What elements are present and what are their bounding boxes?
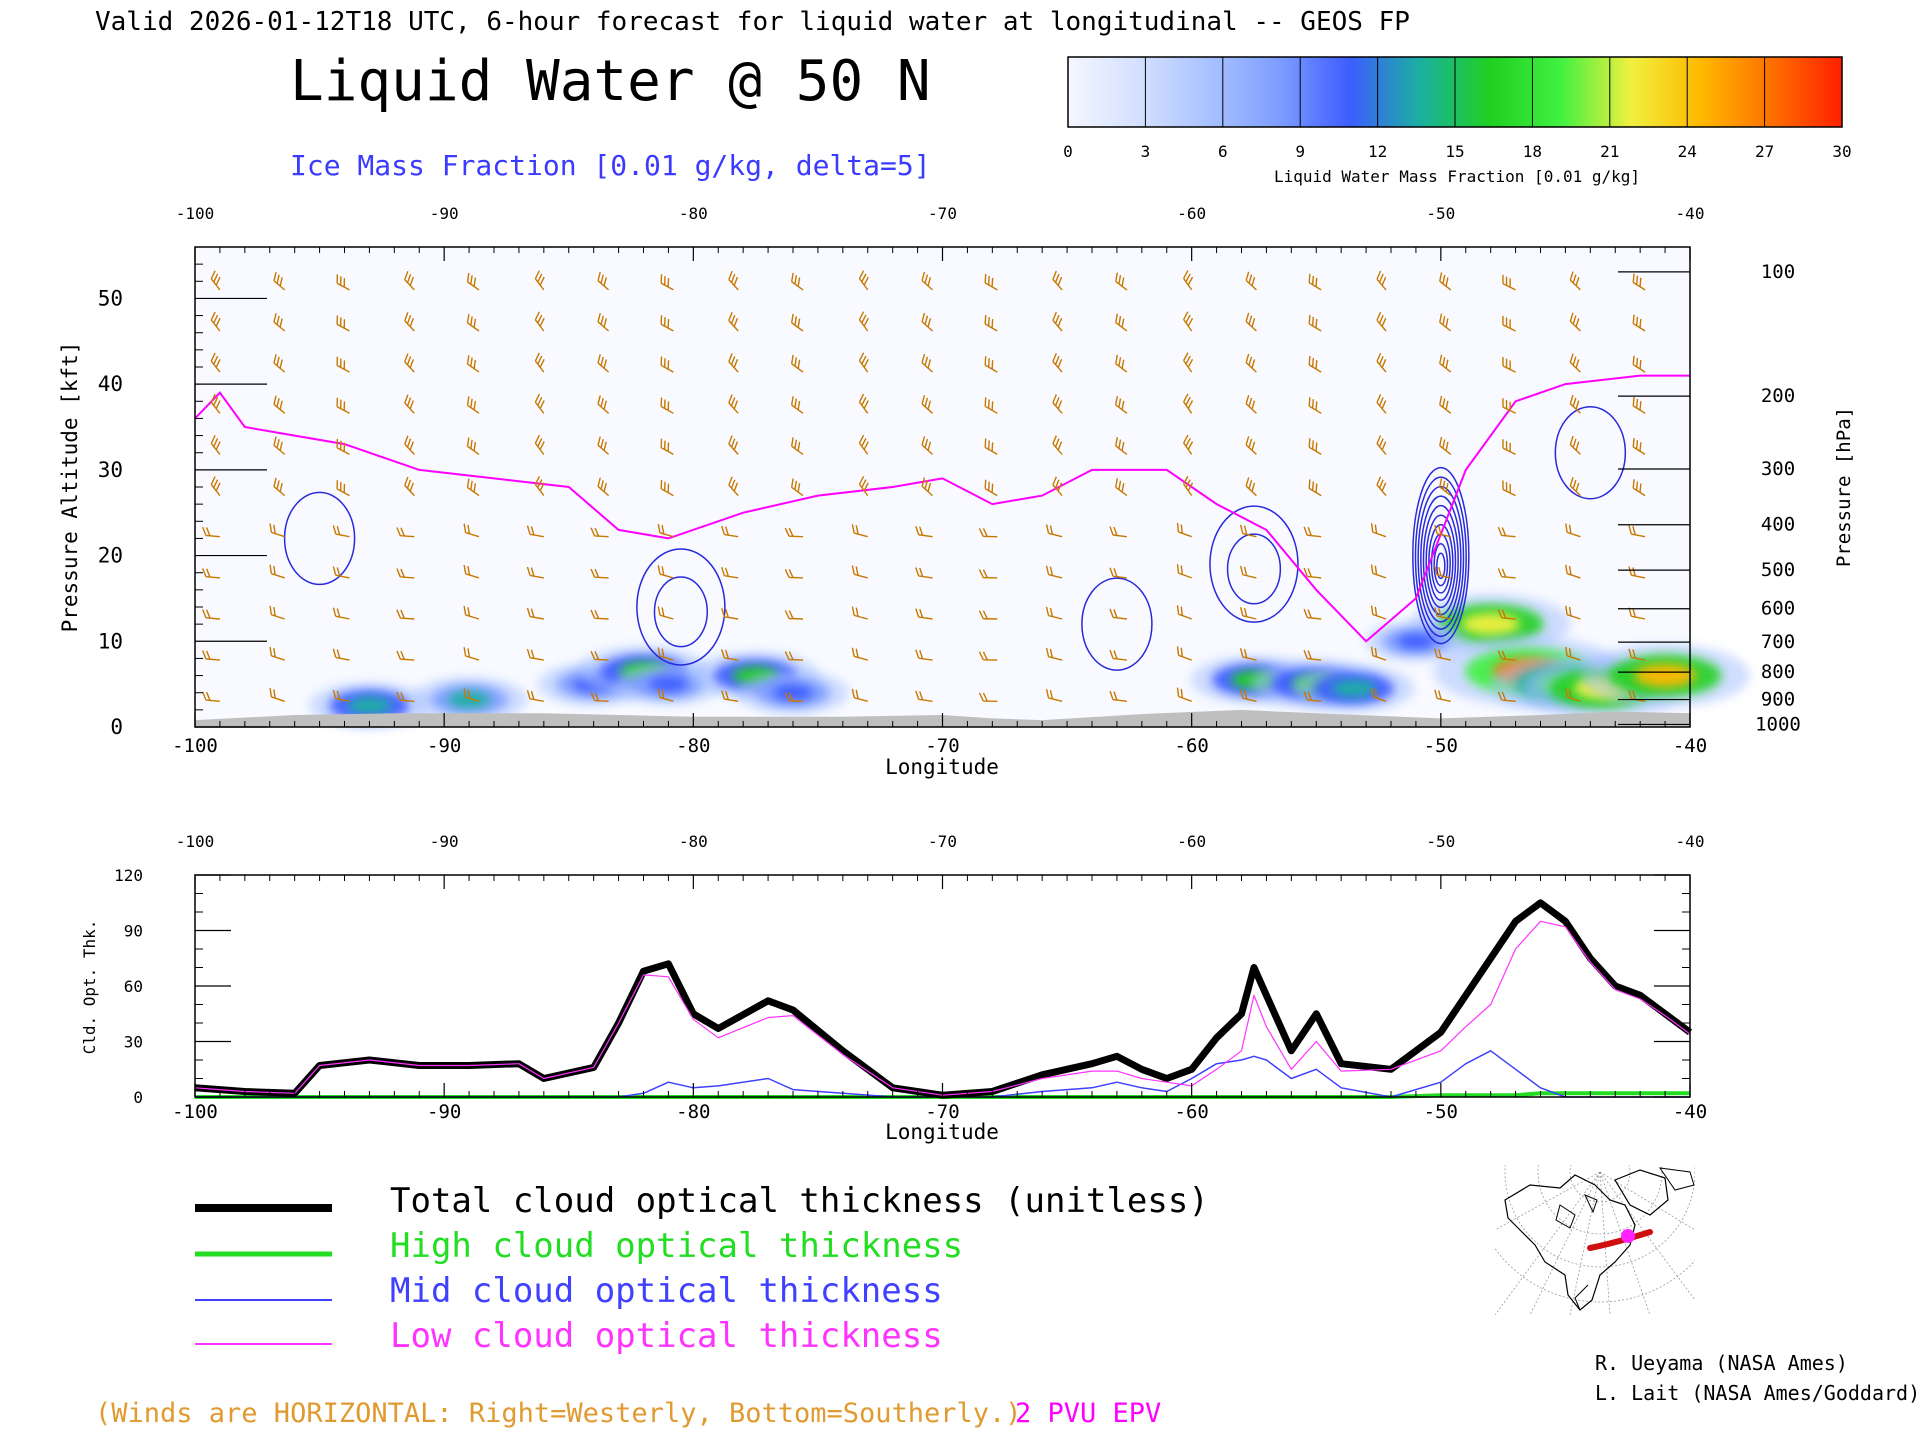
- page-title: Liquid Water @ 50 N: [290, 49, 931, 114]
- x-tick-label-top: -100: [176, 832, 215, 851]
- x-tick-label: -90: [427, 1101, 461, 1123]
- pressure-tick-label: 900: [1761, 689, 1795, 711]
- pressure-tick-label: 600: [1761, 598, 1795, 620]
- x-tick-label: -80: [676, 735, 710, 757]
- credit-line-1: R. Ueyama (NASA Ames): [1595, 1351, 1848, 1375]
- wind-barb-staff: [400, 659, 414, 660]
- colorbar-tick-label: 30: [1832, 142, 1851, 161]
- pressure-tick-label: 200: [1761, 385, 1795, 407]
- winds-note: (Winds are HORIZONTAL: Right=Westerly, B…: [95, 1398, 1022, 1429]
- colorbar-tick-label: 21: [1600, 142, 1619, 161]
- pressure-tick-label: 500: [1761, 559, 1795, 581]
- pressure-tick-label: 1000: [1755, 713, 1801, 735]
- section-track: [1590, 1232, 1650, 1248]
- top-ylabel-right: Pressure [hPa]: [1833, 407, 1855, 567]
- liquid-water-core: [649, 676, 688, 691]
- x-tick-label-top: -60: [1177, 204, 1206, 223]
- colorbar: 0 3 6 9 12 15 18 21 24 27 30: [1063, 57, 1851, 161]
- colorbar-tick-label: 15: [1445, 142, 1464, 161]
- bottom-xlabel: Longitude: [885, 1120, 999, 1144]
- y-tick-label: 20: [98, 544, 123, 568]
- y-tick-label: 30: [98, 458, 123, 482]
- x-tick-label: -40: [1673, 735, 1707, 757]
- x-tick-label: -60: [1175, 735, 1209, 757]
- liquid-water-core: [773, 685, 814, 701]
- colorbar-tick-label: 0: [1063, 142, 1073, 161]
- y-tick-label: 60: [124, 977, 143, 996]
- x-tick-label: -40: [1673, 1101, 1707, 1123]
- pressure-tick-label: 100: [1761, 261, 1795, 283]
- colorbar-label: Liquid Water Mass Fraction [0.01 g/kg]: [1274, 167, 1640, 186]
- x-tick-label-top: -90: [430, 204, 459, 223]
- x-tick-label-top: -100: [176, 204, 215, 223]
- colorbar-tick-label: 27: [1755, 142, 1774, 161]
- x-tick-label-top: -50: [1426, 832, 1455, 851]
- legend-label-total: Total cloud optical thickness (unitless): [390, 1181, 1209, 1221]
- x-tick-label: -50: [1424, 1101, 1458, 1123]
- y-tick-label: 0: [133, 1088, 143, 1107]
- wind-barb-staff: [400, 700, 414, 701]
- colorbar-tick-label: 24: [1678, 142, 1697, 161]
- wind-barb-staff: [595, 577, 609, 578]
- y-tick-label: 40: [98, 372, 123, 396]
- x-tick-label-top: -60: [1177, 832, 1206, 851]
- x-tick-label: -100: [172, 1101, 218, 1123]
- x-tick-label-top: -80: [679, 832, 708, 851]
- legend-label-high: High cloud optical thickness: [390, 1226, 963, 1266]
- x-tick-label: -80: [676, 1101, 710, 1123]
- y-tick-label: 0: [110, 715, 123, 739]
- x-tick-label: -50: [1424, 735, 1458, 757]
- x-tick-label-top: -70: [928, 832, 957, 851]
- top-xlabel: Longitude: [885, 755, 999, 779]
- wind-barb-staff: [400, 577, 414, 578]
- pressure-tick-label: 700: [1761, 631, 1795, 653]
- y-tick-label: 30: [124, 1033, 143, 1052]
- x-tick-label-top: -80: [679, 204, 708, 223]
- x-tick-label-top: -40: [1676, 832, 1705, 851]
- liquid-water-core: [1634, 664, 1696, 687]
- optical-thickness-panel: -100-100-90-90-80-80-70-70-60-60-50-50-4…: [80, 832, 1707, 1144]
- y-tick-label: 50: [98, 286, 123, 310]
- pressure-tick-label: 400: [1761, 514, 1795, 536]
- liquid-water-core: [1461, 613, 1520, 635]
- pressure-tick-label: 300: [1761, 458, 1795, 480]
- colorbar-tick-label: 12: [1368, 142, 1387, 161]
- pressure-tick-label: 800: [1761, 661, 1795, 683]
- colorbar-tick-label: 18: [1523, 142, 1542, 161]
- x-tick-label: -90: [427, 735, 461, 757]
- valid-time-header: Valid 2026-01-12T18 UTC, 6-hour forecast…: [95, 7, 1410, 37]
- wind-barb-staff: [595, 618, 609, 619]
- credit-line-2: L. Lait (NASA Ames/Goddard): [1595, 1381, 1920, 1405]
- liquid-water-core: [347, 697, 391, 714]
- x-tick-label: -60: [1175, 1101, 1209, 1123]
- liquid-water-cross-section: -100 -100 -90 -90 -80 -80 -70 -70 -60 -60 -50 -50 -4…: [58, 204, 1855, 779]
- legend-label-low: Low cloud optical thickness: [390, 1316, 943, 1356]
- colorbar-tick-label: 3: [1141, 142, 1151, 161]
- wind-barb-staff: [595, 536, 609, 537]
- wind-barb-staff: [400, 536, 414, 537]
- x-tick-label: -100: [172, 735, 218, 757]
- wind-barb-staff: [595, 659, 609, 660]
- wind-barb-staff: [595, 701, 609, 702]
- legend-label-mid: Mid cloud optical thickness: [390, 1271, 943, 1311]
- y-tick-label: 90: [124, 922, 143, 941]
- ice-fraction-subtitle: Ice Mass Fraction [0.01 g/kg, delta=5]: [290, 149, 931, 182]
- x-tick-label-top: -40: [1676, 204, 1705, 223]
- top-ylabel-left: Pressure Altitude [kft]: [58, 342, 82, 633]
- x-tick-label-top: -90: [430, 832, 459, 851]
- epv-note: 2 PVU EPV: [1015, 1398, 1161, 1429]
- x-tick-label-top: -50: [1426, 204, 1455, 223]
- y-tick-label: 10: [98, 629, 123, 653]
- colorbar-tick-label: 9: [1295, 142, 1305, 161]
- bottom-ylabel: Cld. Opt. Thk.: [80, 920, 99, 1055]
- x-tick-label: -70: [925, 735, 959, 757]
- wind-barb-staff: [400, 618, 414, 619]
- y-tick-label: 120: [114, 866, 143, 885]
- colorbar-tick-label: 6: [1218, 142, 1228, 161]
- liquid-water-core: [1331, 680, 1375, 697]
- location-marker: [1621, 1229, 1635, 1243]
- legend: Total cloud optical thickness (unitless)…: [195, 1181, 1209, 1356]
- x-tick-label-top: -70: [928, 204, 957, 223]
